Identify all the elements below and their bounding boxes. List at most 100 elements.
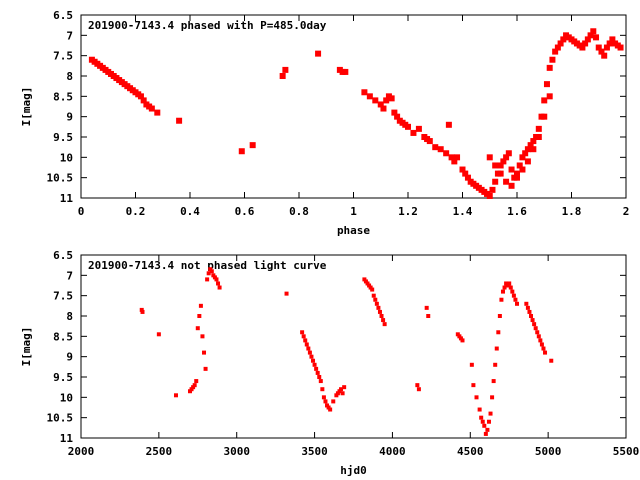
- plot-frame: [80, 14, 627, 199]
- data-point: [212, 275, 217, 280]
- data-point: [176, 117, 183, 124]
- data-point: [238, 148, 245, 155]
- data-point: [557, 40, 564, 47]
- data-point: [325, 403, 330, 408]
- data-point: [382, 322, 387, 327]
- y-tick-label: 6.5: [53, 9, 73, 22]
- data-point: [513, 297, 518, 302]
- x-tick-label: 1.8: [562, 205, 582, 218]
- data-point: [376, 305, 381, 310]
- x-tick-label: 4000: [379, 445, 406, 458]
- data-point: [443, 150, 450, 157]
- data-point: [496, 330, 501, 335]
- data-point: [543, 350, 548, 355]
- data-point: [197, 314, 202, 318]
- data-point: [508, 285, 513, 290]
- data-point: [541, 97, 548, 104]
- data-point: [189, 387, 194, 392]
- x-tick-label: 0.6: [235, 205, 255, 218]
- data-point: [460, 338, 465, 343]
- data-point: [340, 391, 345, 396]
- data-point: [139, 307, 144, 312]
- data-point: [388, 95, 395, 102]
- data-point: [321, 395, 326, 400]
- data-point: [535, 125, 542, 132]
- data-points: [139, 267, 554, 436]
- data-point: [416, 387, 421, 392]
- data-point: [328, 407, 333, 412]
- data-point: [371, 293, 376, 298]
- data-point: [415, 383, 420, 388]
- data-point: [140, 309, 145, 314]
- data-point: [549, 358, 554, 363]
- data-point: [519, 154, 526, 161]
- data-point: [510, 289, 515, 294]
- data-point: [337, 389, 342, 394]
- x-tick-label: 2500: [146, 445, 173, 458]
- data-point: [362, 277, 367, 282]
- data-point: [458, 336, 463, 341]
- data-point: [206, 271, 211, 276]
- data-point: [522, 150, 529, 157]
- data-point: [415, 125, 422, 132]
- x-tick-label: 3500: [301, 445, 328, 458]
- data-point: [593, 34, 600, 41]
- data-point: [536, 334, 541, 339]
- data-point: [451, 158, 458, 165]
- data-point: [331, 399, 336, 404]
- data-point: [533, 326, 538, 331]
- data-point: [426, 314, 431, 318]
- data-point: [380, 105, 387, 112]
- y-tick-label: 9.5: [53, 371, 73, 384]
- data-point: [474, 395, 479, 400]
- data-point: [617, 44, 624, 51]
- data-point: [334, 393, 339, 398]
- data-point: [502, 285, 507, 290]
- data-point: [211, 273, 216, 278]
- data-point: [312, 362, 317, 367]
- data-point: [489, 186, 496, 193]
- data-point: [284, 291, 289, 296]
- data-point: [214, 277, 219, 282]
- data-point: [490, 395, 495, 400]
- y-axis-title: I[mag]: [20, 87, 33, 127]
- data-points: [88, 28, 624, 199]
- x-tick-label: 2: [623, 205, 630, 218]
- data-point: [320, 387, 325, 392]
- panel-title: 201900-7143.4 not phased light curve: [88, 259, 327, 272]
- y-tick-label: 8.5: [53, 330, 73, 343]
- y-tick-label: 7.5: [53, 290, 73, 303]
- y-tick-label: 7.5: [53, 50, 73, 63]
- data-point: [203, 366, 208, 371]
- data-point: [486, 419, 491, 424]
- chart-panel-1: 0 0.2 0.4 0.6 0.8 1 1.2 1.4 1.6 1.8 2 6.5 7 7.5 8 8.5 9 9…: [20, 9, 629, 237]
- data-point: [200, 334, 205, 339]
- data-point: [516, 162, 523, 169]
- data-point: [483, 431, 488, 436]
- data-point: [546, 93, 553, 100]
- data-point: [249, 142, 256, 149]
- data-point: [500, 289, 505, 294]
- data-point: [432, 144, 439, 151]
- data-point: [587, 32, 594, 39]
- data-point: [367, 283, 372, 288]
- data-point: [524, 158, 531, 165]
- data-point: [342, 68, 349, 75]
- data-point: [579, 44, 586, 51]
- data-point: [590, 28, 597, 35]
- data-point: [535, 330, 540, 335]
- data-point: [527, 142, 534, 149]
- data-point: [486, 192, 493, 199]
- data-point: [374, 301, 379, 306]
- data-point: [504, 281, 509, 286]
- data-point: [519, 166, 526, 173]
- data-point: [365, 281, 370, 286]
- data-point: [515, 301, 519, 306]
- data-point: [315, 370, 320, 375]
- data-point: [368, 285, 373, 290]
- data-point: [205, 277, 210, 282]
- data-point: [318, 379, 323, 384]
- x-tick-label: 5000: [535, 445, 562, 458]
- data-point: [525, 305, 530, 310]
- data-point: [488, 411, 493, 416]
